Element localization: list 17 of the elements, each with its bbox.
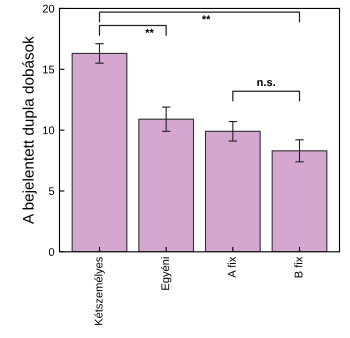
x-tick-label: B fix (294, 256, 302, 278)
y-tick-label: 5 (48, 187, 54, 196)
x-tick-label: A fix (228, 256, 236, 278)
annotation: ** (145, 28, 154, 33)
y-tick-label: 15 (43, 66, 54, 74)
bar (204, 130, 261, 252)
bar (272, 150, 328, 252)
bar (72, 52, 128, 252)
annotation: n.s. (257, 80, 275, 86)
x-tick-label: Kétszemélyes (94, 257, 105, 325)
y-tick-label: 10 (43, 126, 54, 134)
bar (138, 118, 194, 252)
annotation: ** (202, 15, 210, 20)
y-axis-title: A bejelentett dupla dobások (22, 36, 37, 224)
y-tick-label: 20 (42, 4, 54, 13)
y-tick-label: 0 (48, 248, 54, 256)
x-tick-label: Egyéni (160, 257, 172, 290)
